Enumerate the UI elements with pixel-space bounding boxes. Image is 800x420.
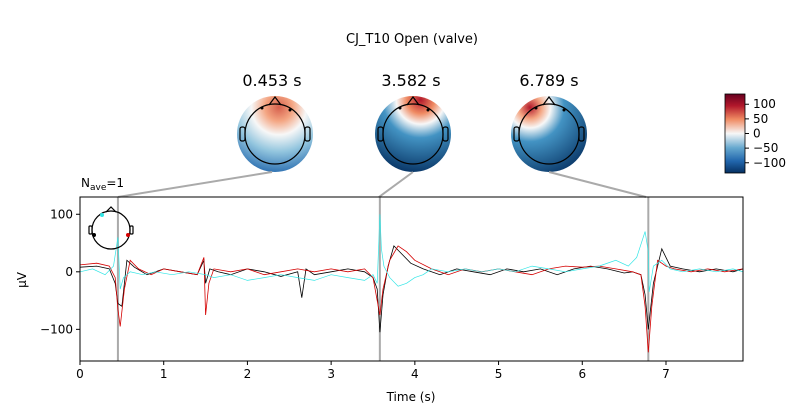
inset-ear (129, 225, 134, 235)
inset-ear (88, 225, 93, 235)
topomap-time-label: 3.582 s (381, 71, 440, 90)
butterfly-plot: 0 1 2 3 4 5 6 7 100 0 −100 Time (s) µV (15, 196, 744, 404)
inset-nose (105, 206, 117, 213)
topomap-field (375, 96, 451, 172)
x-tick-label: 0 (76, 367, 84, 381)
colorbar-tick-label: 100 (753, 97, 776, 111)
x-tick-label: 4 (411, 367, 419, 381)
sensor-dot (260, 106, 264, 110)
inset-sensor-black (92, 233, 96, 237)
head-outline (377, 96, 449, 165)
topomap-time-label: 6.789 s (519, 71, 578, 90)
colorbar-tick-label: −100 (753, 156, 786, 170)
y-tick-label: −100 (40, 322, 73, 336)
nave-annotation: Nave=1 (81, 176, 124, 193)
x-tick-label: 7 (662, 367, 670, 381)
colorbar-tick-label: −50 (753, 141, 778, 155)
inset-sensor-red (126, 233, 130, 237)
colorbar-gradient (724, 93, 746, 174)
head-outline (239, 96, 311, 165)
connector-line (117, 171, 273, 198)
x-tick-label: 5 (495, 367, 503, 381)
figure-title: CJ_T10 Open (valve) (346, 32, 478, 47)
x-axis-label: Time (s) (386, 390, 436, 404)
topomap-field (237, 96, 313, 172)
connector-lines (117, 171, 647, 198)
sensor-dot (398, 106, 402, 110)
x-tick-label: 1 (160, 367, 168, 381)
inset-head (91, 210, 131, 250)
series-line-1 (80, 245, 743, 353)
sensor-dot (426, 108, 430, 112)
colorbar-tick-label: 50 (753, 112, 768, 126)
sensor-inset (88, 206, 134, 250)
topomap-field (511, 96, 587, 172)
y-tick-label: 100 (50, 207, 73, 221)
topomap-time-label: 0.453 s (242, 71, 301, 90)
y-tick-label: 0 (65, 265, 73, 279)
connector-line (378, 171, 414, 198)
plot-frame (79, 196, 744, 362)
x-tick-label: 2 (244, 367, 252, 381)
connector-line (548, 171, 647, 198)
topomap-1: 0.453 s (237, 71, 313, 172)
x-tick-label: 3 (327, 367, 335, 381)
series-line-2 (80, 214, 743, 292)
y-axis-label: µV (15, 271, 29, 288)
x-tick-label: 6 (578, 367, 586, 381)
series-line-0 (80, 245, 743, 333)
sensor-dot (562, 108, 566, 112)
sensor-dot (534, 106, 538, 110)
topomap-2: 3.582 s (375, 71, 451, 172)
sensor-dot (288, 108, 292, 112)
topomap-3: 6.789 s (511, 71, 587, 172)
head-outline (513, 96, 585, 165)
colorbar-tick-label: 0 (753, 127, 761, 141)
inset-sensor-cyan (100, 213, 104, 217)
